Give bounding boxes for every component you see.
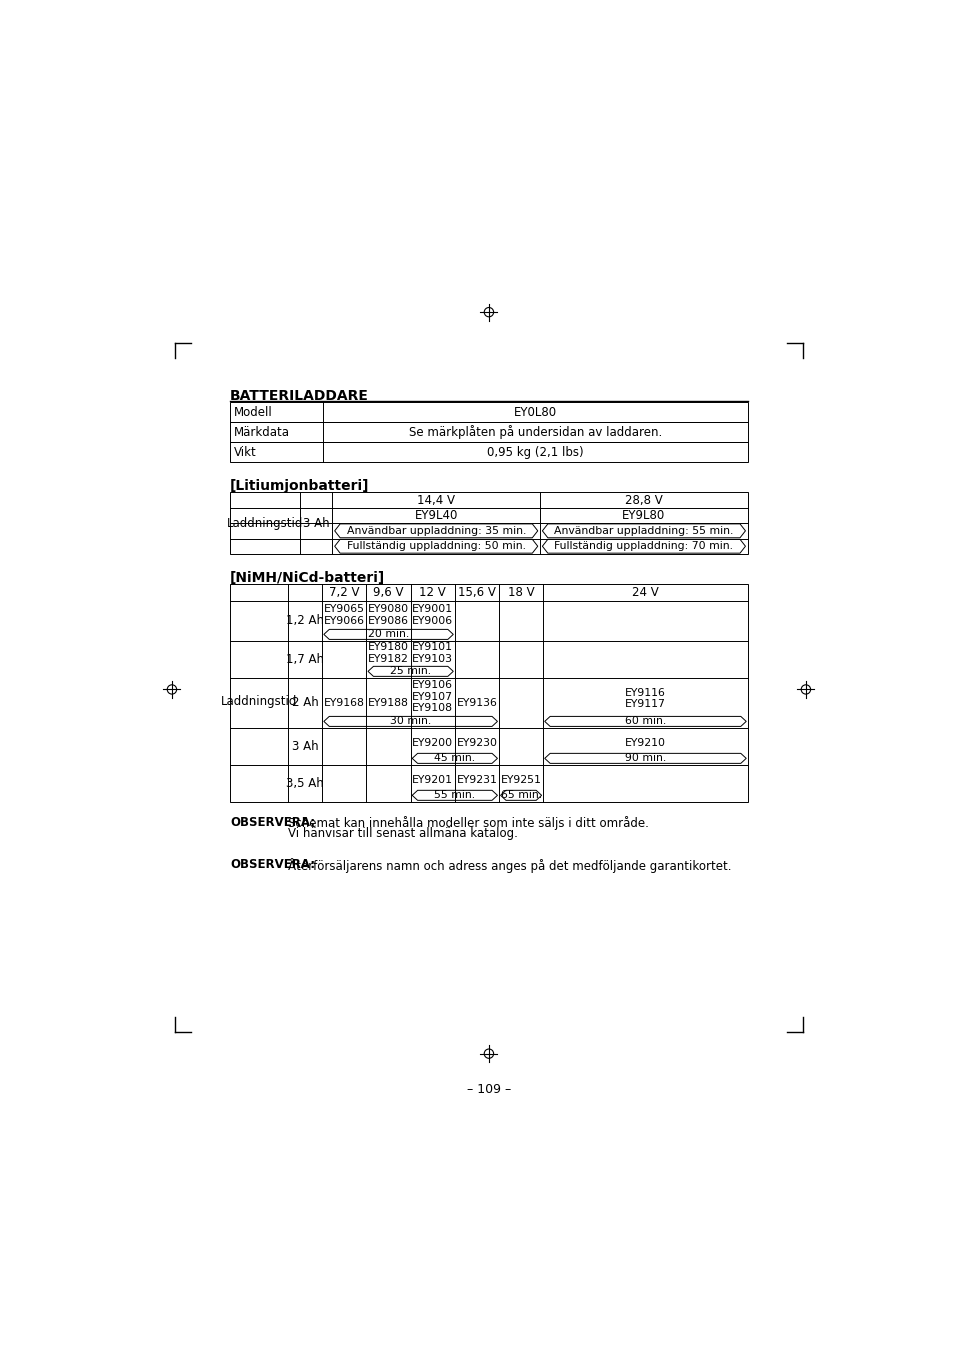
Bar xyxy=(230,585,747,802)
Text: BATTERILADDARE: BATTERILADDARE xyxy=(230,389,369,404)
Text: EY9L80: EY9L80 xyxy=(621,509,665,522)
Text: Fullständig uppladdning: 70 min.: Fullständig uppladdning: 70 min. xyxy=(554,541,733,551)
Text: Återförsäljarens namn och adress anges på det medföljande garantikortet.: Återförsäljarens namn och adress anges p… xyxy=(288,859,731,873)
Text: 28,8 V: 28,8 V xyxy=(624,494,662,506)
Text: Vikt: Vikt xyxy=(233,446,256,459)
Text: 3 Ah: 3 Ah xyxy=(292,740,318,753)
Text: Användbar uppladdning: 55 min.: Användbar uppladdning: 55 min. xyxy=(554,526,733,536)
Text: [NiMH/NiCd-batteri]: [NiMH/NiCd-batteri] xyxy=(230,571,385,585)
Text: 25 min.: 25 min. xyxy=(390,667,431,676)
Text: 9,6 V: 9,6 V xyxy=(373,586,403,599)
Text: 20 min.: 20 min. xyxy=(368,629,409,640)
Text: EY9201: EY9201 xyxy=(412,775,453,786)
Text: 3,5 Ah: 3,5 Ah xyxy=(286,776,324,790)
Text: EY9101
EY9103: EY9101 EY9103 xyxy=(412,643,453,664)
Text: Fullständig uppladdning: 50 min.: Fullständig uppladdning: 50 min. xyxy=(346,541,525,551)
Text: EY9106
EY9107
EY9108: EY9106 EY9107 EY9108 xyxy=(412,680,453,713)
Text: Se märkplåten på undersidan av laddaren.: Se märkplåten på undersidan av laddaren. xyxy=(409,425,661,439)
Text: EY9065
EY9066: EY9065 EY9066 xyxy=(324,603,364,625)
Text: 24 V: 24 V xyxy=(632,586,659,599)
Bar xyxy=(230,423,747,443)
Bar xyxy=(230,402,747,423)
Text: EY9001
EY9006: EY9001 EY9006 xyxy=(412,603,453,625)
Text: EY9230: EY9230 xyxy=(456,738,497,748)
Text: 3 Ah: 3 Ah xyxy=(302,517,329,529)
Text: OBSERVERA:: OBSERVERA: xyxy=(230,815,314,829)
Text: 18 V: 18 V xyxy=(507,586,534,599)
Text: EY9116
EY9117: EY9116 EY9117 xyxy=(624,687,665,709)
Text: EY9136: EY9136 xyxy=(456,698,497,707)
Text: EY9L40: EY9L40 xyxy=(415,509,457,522)
Text: 30 min.: 30 min. xyxy=(390,717,431,726)
Text: Modell: Modell xyxy=(233,406,273,418)
Text: 1,7 Ah: 1,7 Ah xyxy=(286,653,324,666)
Text: 90 min.: 90 min. xyxy=(624,753,665,763)
Text: Vi hänvisar till senast allmäna katalog.: Vi hänvisar till senast allmäna katalog. xyxy=(288,828,517,840)
Text: EY9168: EY9168 xyxy=(324,698,364,707)
Text: EY0L80: EY0L80 xyxy=(514,406,557,418)
Text: [Litiumjonbatteri]: [Litiumjonbatteri] xyxy=(230,479,369,493)
Text: Användbar uppladdning: 35 min.: Användbar uppladdning: 35 min. xyxy=(346,526,525,536)
Text: EY9080
EY9086: EY9080 EY9086 xyxy=(368,603,409,625)
Text: – 109 –: – 109 – xyxy=(466,1083,511,1096)
Text: 65 min.: 65 min. xyxy=(500,790,541,801)
Text: 7,2 V: 7,2 V xyxy=(329,586,359,599)
Text: 12 V: 12 V xyxy=(419,586,446,599)
Text: 0,95 kg (2,1 lbs): 0,95 kg (2,1 lbs) xyxy=(487,446,583,459)
Text: Märkdata: Märkdata xyxy=(233,425,290,439)
Text: 14,4 V: 14,4 V xyxy=(416,494,455,506)
Text: OBSERVERA:: OBSERVERA: xyxy=(230,859,314,871)
Bar xyxy=(230,443,747,462)
Text: Laddningstid: Laddningstid xyxy=(221,695,297,707)
Text: EY9180
EY9182: EY9180 EY9182 xyxy=(368,643,409,664)
Bar xyxy=(230,493,747,554)
Text: 45 min.: 45 min. xyxy=(434,753,475,763)
Text: EY9210: EY9210 xyxy=(624,738,665,748)
Text: 55 min.: 55 min. xyxy=(434,790,475,801)
Text: 1,2 Ah: 1,2 Ah xyxy=(286,614,324,628)
Text: 15,6 V: 15,6 V xyxy=(457,586,496,599)
Text: 2 Ah: 2 Ah xyxy=(292,697,318,710)
Text: EY9231: EY9231 xyxy=(456,775,497,786)
Text: Schemat kan innehålla modeller som inte säljs i ditt område.: Schemat kan innehålla modeller som inte … xyxy=(288,815,648,830)
Text: EY9200: EY9200 xyxy=(412,738,453,748)
Text: Laddningstid: Laddningstid xyxy=(227,517,303,529)
Text: EY9188: EY9188 xyxy=(368,698,409,707)
Text: EY9251: EY9251 xyxy=(500,775,541,786)
Text: 60 min.: 60 min. xyxy=(624,717,665,726)
